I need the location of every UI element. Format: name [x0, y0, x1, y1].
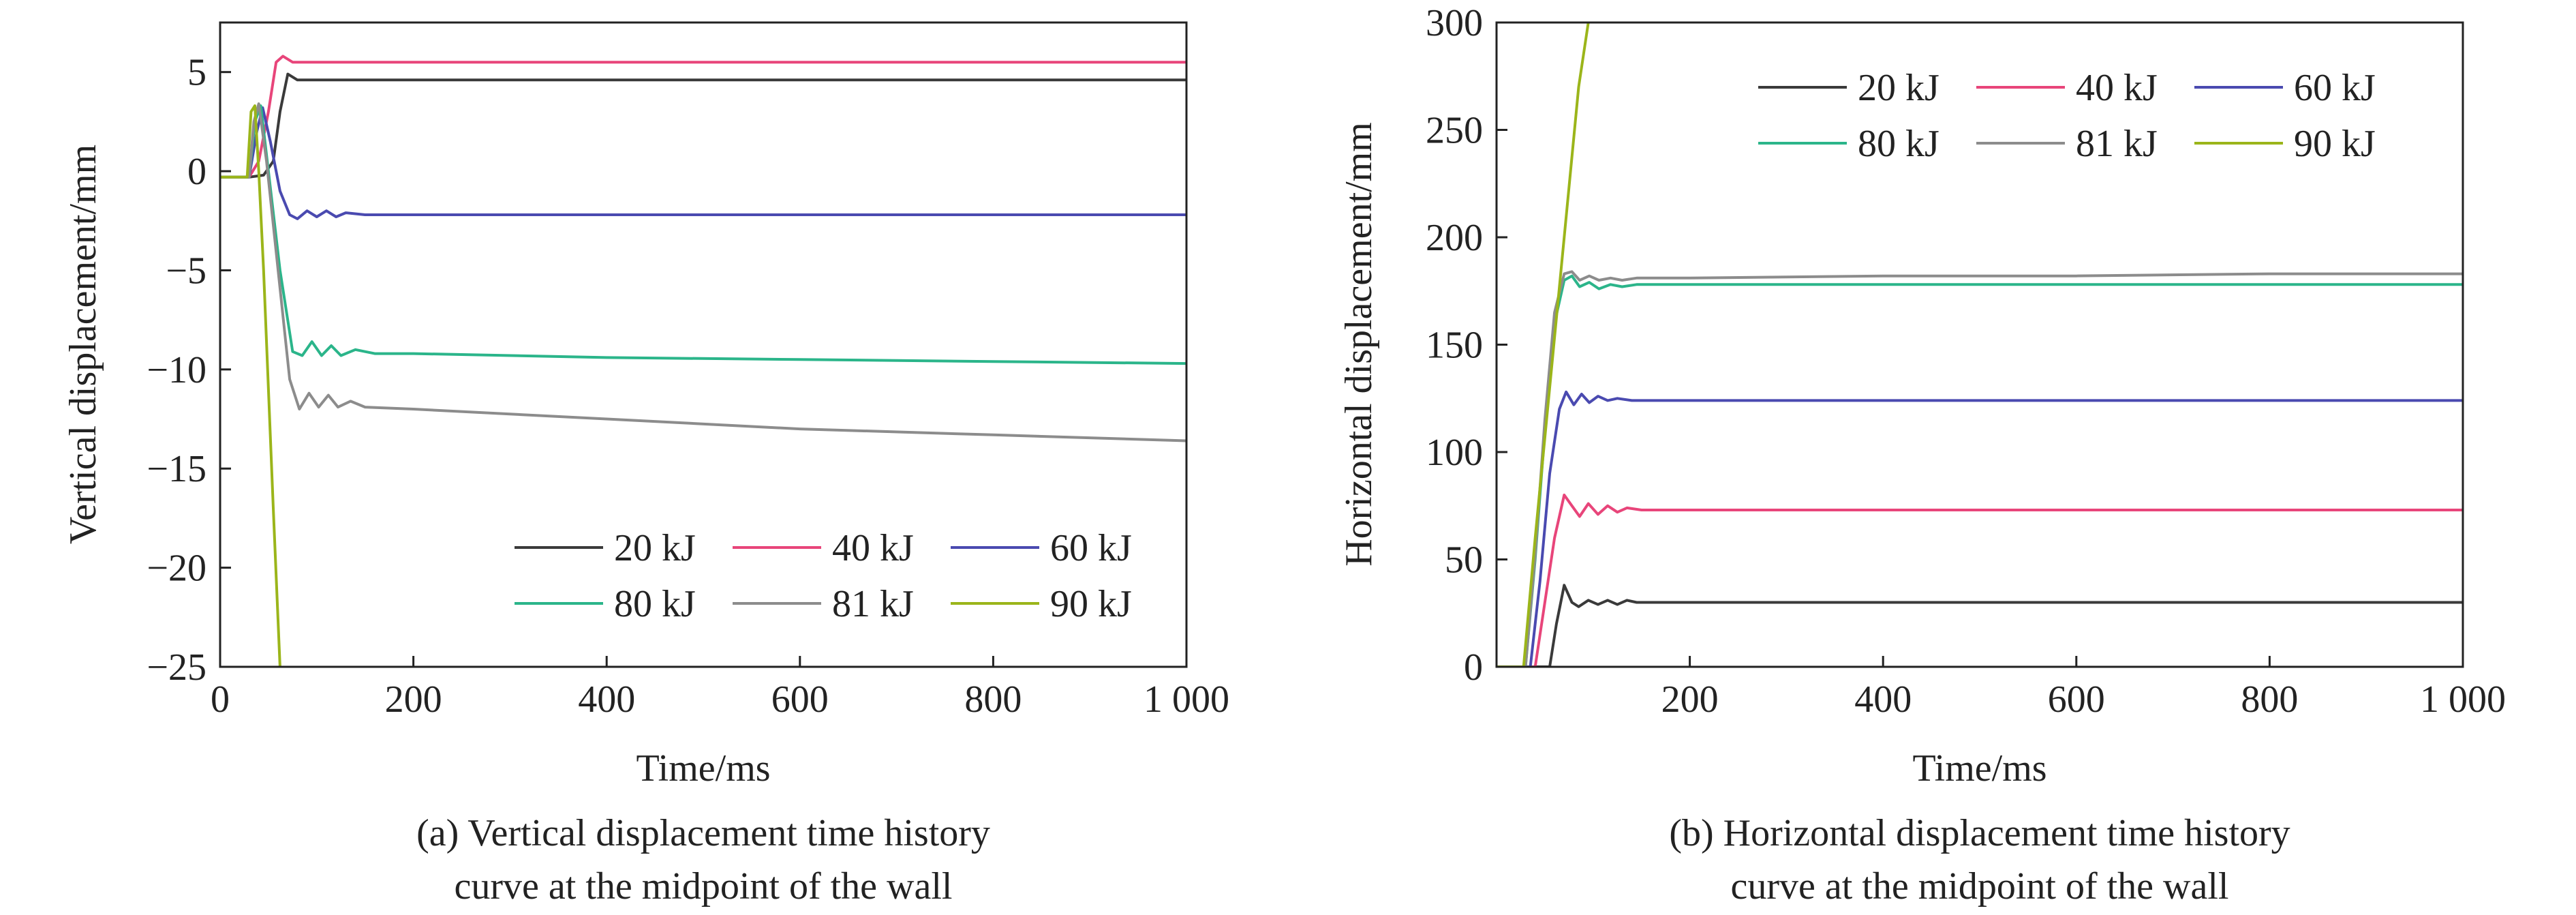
axis-ticks-a: [219, 71, 1188, 668]
caption-a-line1: (a) Vertical displacement time history: [416, 812, 990, 854]
legend-label: 40 kJ: [832, 527, 914, 569]
caption-b-line2: curve at the midpoint of the wall: [1731, 865, 2229, 907]
x-tick-label: 800: [964, 678, 1022, 721]
plot-lines-a: [220, 55, 1186, 667]
y-tick-label: 100: [1426, 432, 1483, 474]
legend-label: 80 kJ: [1858, 123, 1939, 165]
plot-frame-a: [219, 21, 1188, 668]
legend-label: 20 kJ: [1858, 67, 1939, 109]
y-tick-label: −20: [147, 548, 206, 590]
x-axis-label-b: Time/ms: [1912, 747, 2046, 790]
axis-ticks-b: [1497, 21, 2464, 668]
legend-b: 20 kJ 40 kJ 60 kJ 80 kJ 81 kJ 90 kJ: [1758, 67, 2376, 165]
legend-label: 81 kJ: [832, 583, 914, 625]
tick-labels-a: 0 200 400 600 800 1 000 5 0 −5 −10 −15 −20 −25: [147, 52, 1229, 721]
caption-b-line1: (b) Horizontal displacement time history: [1669, 812, 2290, 854]
legend-label: 60 kJ: [2294, 67, 2376, 109]
caption-a-line2: curve at the midpoint of the wall: [455, 865, 953, 907]
plot-lines-b: [1497, 22, 2463, 667]
y-tick-label: −10: [147, 349, 206, 391]
series-line-60-kj: [220, 106, 1186, 220]
x-tick-label: 0: [211, 678, 230, 721]
series-line-81-kj: [220, 102, 1186, 442]
chart-panel-a: 0 200 400 600 800 1 000 5 0 −5 −10 −15 −20 −25 Time/…: [62, 21, 1229, 907]
legend-label: 60 kJ: [1050, 527, 1132, 569]
series-line-80-kj: [220, 104, 1186, 365]
y-axis-label-a: Vertical displacement/mm: [62, 145, 104, 544]
y-tick-label: 150: [1426, 325, 1483, 367]
y-tick-label: 0: [187, 151, 206, 193]
x-tick-label: 600: [771, 678, 829, 721]
series-line-40-kj: [1497, 494, 2463, 667]
x-tick-label: 400: [1854, 678, 1912, 721]
series-line-90-kj: [220, 104, 281, 667]
series-line-20-kj: [1497, 584, 2463, 667]
x-tick-label: 1 000: [2420, 678, 2506, 721]
legend-label: 80 kJ: [614, 583, 696, 625]
y-tick-label: 200: [1426, 217, 1483, 259]
y-tick-label: −15: [147, 448, 206, 490]
legend-label: 81 kJ: [2076, 123, 2158, 165]
y-tick-label: −25: [147, 646, 206, 689]
y-tick-label: −5: [166, 250, 206, 292]
y-tick-label: 250: [1426, 110, 1483, 152]
y-tick-label: 5: [187, 52, 206, 94]
x-tick-label: 200: [1661, 678, 1719, 721]
y-tick-label: 50: [1445, 539, 1483, 582]
y-tick-label: 0: [1464, 646, 1483, 689]
x-tick-label: 200: [385, 678, 442, 721]
x-tick-label: 400: [578, 678, 635, 721]
x-tick-label: 600: [2048, 678, 2105, 721]
series-line-20-kj: [220, 72, 1186, 179]
series-line-60-kj: [1497, 390, 2463, 667]
y-tick-label: 300: [1426, 2, 1483, 44]
legend-label: 90 kJ: [1050, 583, 1132, 625]
legend-label: 40 kJ: [2076, 67, 2158, 109]
series-line-90-kj: [1497, 22, 1590, 667]
chart-panel-b: 200 400 600 800 1 000 0 50 100 150 200 250 300 Time…: [1338, 2, 2506, 907]
legend-label: 90 kJ: [2294, 123, 2376, 165]
x-axis-label-a: Time/ms: [636, 747, 770, 790]
x-tick-label: 800: [2241, 678, 2298, 721]
tick-labels-b: 200 400 600 800 1 000 0 50 100 150 200 250 300: [1426, 2, 2506, 721]
x-tick-label: 1 000: [1144, 678, 1229, 721]
legend-label: 20 kJ: [614, 527, 696, 569]
y-axis-label-b: Horizontal displacement/mm: [1338, 122, 1380, 567]
legend-a: 20 kJ 40 kJ 60 kJ 80 kJ 81 kJ 90 kJ: [515, 527, 1132, 625]
